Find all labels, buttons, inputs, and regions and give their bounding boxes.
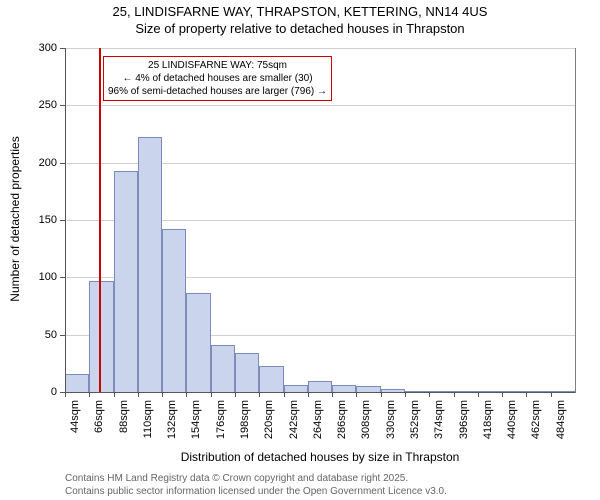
histogram-bar	[186, 293, 210, 392]
chart-title: 25, LINDISFARNE WAY, THRAPSTON, KETTERIN…	[0, 0, 600, 38]
y-tick-label: 200	[17, 157, 57, 169]
x-tick-label: 352sqm	[409, 400, 421, 452]
y-tick-label: 300	[17, 42, 57, 54]
histogram-bar	[65, 374, 89, 392]
x-tick-label: 110sqm	[142, 400, 154, 452]
x-tick-label: 88sqm	[118, 400, 130, 452]
x-tick-label: 66sqm	[93, 400, 105, 452]
x-tick-label: 264sqm	[312, 400, 324, 452]
y-axis	[65, 48, 66, 392]
title-address: 25, LINDISFARNE WAY, THRAPSTON, KETTERIN…	[0, 4, 600, 21]
y-axis-label: Number of detached properties	[8, 119, 22, 319]
attribution-line1: Contains HM Land Registry data © Crown c…	[65, 472, 447, 485]
x-tick-label: 44sqm	[69, 400, 81, 452]
histogram-bar	[235, 353, 259, 392]
y-gridline	[65, 105, 575, 106]
annotation-line: 25 LINDISFARNE WAY: 75sqm	[108, 59, 327, 72]
x-tick-label: 330sqm	[385, 400, 397, 452]
histogram-bar	[211, 345, 235, 392]
x-tick-label: 462sqm	[530, 400, 542, 452]
y-tick-label: 100	[17, 271, 57, 283]
reference-line	[99, 48, 101, 392]
x-tick-label: 396sqm	[458, 400, 470, 452]
x-tick-label: 484sqm	[555, 400, 567, 452]
x-tick-label: 220sqm	[263, 400, 275, 452]
x-tick-label: 132sqm	[166, 400, 178, 452]
annotation-line: 96% of semi-detached houses are larger (…	[108, 85, 327, 98]
x-tick-label: 154sqm	[190, 400, 202, 452]
histogram-bar	[162, 229, 186, 392]
histogram-bar	[114, 171, 138, 392]
x-tick-label: 176sqm	[215, 400, 227, 452]
y-tick-label: 250	[17, 99, 57, 111]
title-subtitle: Size of property relative to detached ho…	[0, 21, 600, 38]
x-tick-label: 286sqm	[336, 400, 348, 452]
histogram-bar	[89, 281, 113, 392]
histogram-bar	[284, 385, 308, 392]
y-tick-label: 0	[17, 386, 57, 398]
y-tick-label: 150	[17, 214, 57, 226]
x-tick-label: 308sqm	[360, 400, 372, 452]
annotation-box: 25 LINDISFARNE WAY: 75sqm← 4% of detache…	[103, 56, 332, 101]
annotation-line: ← 4% of detached houses are smaller (30)	[108, 72, 327, 85]
x-tick-label: 418sqm	[482, 400, 494, 452]
x-axis-label: Distribution of detached houses by size …	[65, 450, 575, 464]
histogram-bar	[259, 366, 283, 392]
x-tick-label: 198sqm	[239, 400, 251, 452]
histogram-bar	[308, 381, 332, 392]
chart-plot-area: 05010015020025030044sqm66sqm88sqm110sqm1…	[65, 48, 575, 392]
attribution-line2: Contains public sector information licen…	[65, 485, 447, 498]
histogram-bar	[138, 137, 162, 392]
attribution-text: Contains HM Land Registry data © Crown c…	[65, 472, 447, 498]
chart-container: { "title": { "line1": "25, LINDISFARNE W…	[0, 0, 600, 500]
x-axis	[65, 392, 575, 393]
histogram-bar	[332, 385, 356, 392]
y-tick-label: 50	[17, 329, 57, 341]
y-gridline	[65, 48, 575, 49]
x-tick-label: 374sqm	[433, 400, 445, 452]
x-tick-label: 440sqm	[506, 400, 518, 452]
x-tick-label: 242sqm	[288, 400, 300, 452]
